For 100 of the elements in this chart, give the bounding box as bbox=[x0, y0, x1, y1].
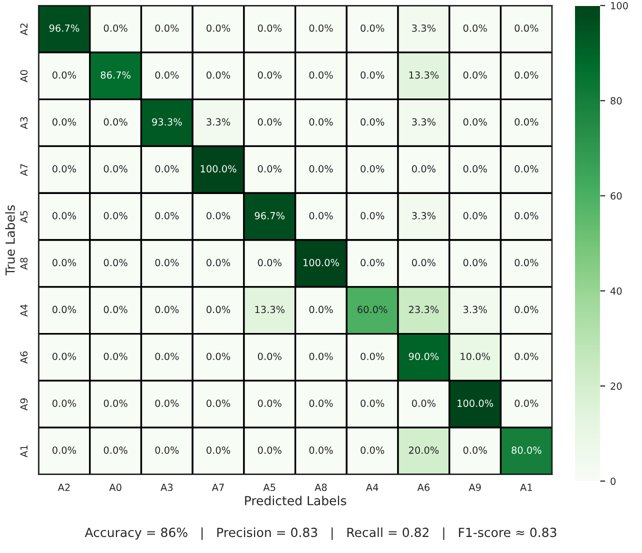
x-tick-label: A8 bbox=[314, 484, 327, 492]
data-label: 0.0% bbox=[360, 24, 384, 32]
y-tick-label: A8 bbox=[20, 258, 28, 270]
color-bar-label: 80 bbox=[610, 97, 622, 104]
data-label: 0.0% bbox=[309, 400, 333, 407]
data-label: 13.3% bbox=[409, 71, 439, 79]
data-label: 0.0% bbox=[52, 446, 76, 454]
x-tick-label: A6 bbox=[417, 484, 430, 492]
data-label: 100.0% bbox=[458, 400, 494, 407]
data-label: 0.0% bbox=[258, 71, 282, 79]
x-tick-label: A1 bbox=[520, 484, 532, 491]
y-tick-label: A1 bbox=[20, 446, 28, 458]
data-label: 3.3% bbox=[412, 24, 436, 32]
data-label: 0.0% bbox=[206, 306, 230, 314]
data-label: 0.0% bbox=[514, 258, 538, 266]
x-tick-label: A9 bbox=[468, 484, 481, 492]
data-label: 0.0% bbox=[463, 446, 487, 454]
data-label: 0.0% bbox=[463, 212, 487, 220]
data-label: 3.3% bbox=[206, 118, 230, 126]
data-label: 0.0% bbox=[155, 258, 179, 266]
data-label: 0.0% bbox=[463, 118, 487, 126]
x-tick-label: A7 bbox=[212, 484, 224, 491]
data-label: 0.0% bbox=[155, 446, 179, 454]
data-label: 0.0% bbox=[514, 118, 538, 126]
data-label: 0.0% bbox=[206, 352, 230, 360]
data-label: 0.0% bbox=[360, 71, 384, 79]
data-label: 0.0% bbox=[360, 400, 384, 407]
data-label: 0.0% bbox=[258, 446, 282, 454]
data-label: 0.0% bbox=[155, 306, 179, 314]
data-label: 0.0% bbox=[104, 212, 128, 220]
data-label: 0.0% bbox=[155, 352, 179, 360]
x-tick-label: A4 bbox=[366, 484, 378, 491]
data-label: 0.0% bbox=[52, 212, 76, 220]
color-bar-label: 20 bbox=[610, 382, 622, 390]
data-label: 0.0% bbox=[309, 71, 333, 79]
y-tick-label: A0 bbox=[20, 70, 28, 82]
y-tick-label: A5 bbox=[20, 210, 28, 223]
data-label: 0.0% bbox=[360, 446, 384, 454]
data-label: 23.3% bbox=[408, 306, 439, 314]
data-label: 0.0% bbox=[52, 258, 76, 266]
data-label: 0.0% bbox=[463, 258, 487, 266]
data-label: 0.0% bbox=[155, 400, 179, 407]
data-label: 10.0% bbox=[460, 352, 490, 360]
data-label: 0.0% bbox=[514, 306, 538, 314]
data-label: 0.0% bbox=[52, 306, 76, 314]
data-label: 0.0% bbox=[463, 71, 487, 79]
data-label: 13.3% bbox=[255, 306, 285, 314]
data-label: 0.0% bbox=[104, 24, 128, 32]
data-label: 0.0% bbox=[360, 165, 384, 172]
data-label: 0.0% bbox=[258, 400, 282, 407]
data-label: 0.0% bbox=[258, 258, 282, 266]
data-label: 0.0% bbox=[206, 24, 230, 32]
data-label: 0.0% bbox=[309, 165, 333, 172]
data-label: 0.0% bbox=[514, 352, 538, 360]
data-label: 20.0% bbox=[408, 446, 439, 454]
color-bar-label: 40 bbox=[610, 287, 622, 295]
y-tick-label: A4 bbox=[20, 304, 28, 317]
data-label: 0.0% bbox=[206, 212, 230, 220]
y-tick-label: A6 bbox=[20, 351, 28, 364]
data-label: 0.0% bbox=[514, 212, 538, 220]
data-label: 0.0% bbox=[514, 400, 538, 407]
data-label: 0.0% bbox=[206, 446, 230, 454]
data-label: 0.0% bbox=[412, 165, 436, 172]
data-label: 90.0% bbox=[408, 352, 439, 360]
data-label: 0.0% bbox=[206, 400, 230, 407]
y-tick-label: A9 bbox=[20, 398, 28, 410]
data-label: 0.0% bbox=[309, 212, 333, 220]
data-label: 0.0% bbox=[104, 165, 128, 172]
y-axis-title: True Labels bbox=[5, 205, 15, 276]
x-tick-label: A3 bbox=[160, 484, 173, 492]
data-label: 0.0% bbox=[155, 71, 179, 79]
x-tick-label: A5 bbox=[263, 484, 276, 492]
data-label: 0.0% bbox=[52, 400, 76, 407]
data-label: 0.0% bbox=[514, 71, 538, 79]
data-label: 0.0% bbox=[104, 118, 128, 126]
color-bar-label: 0 bbox=[610, 478, 616, 485]
x-tick-label: A0 bbox=[109, 484, 122, 492]
data-label: 0.0% bbox=[104, 258, 128, 266]
data-label: 3.3% bbox=[463, 306, 487, 314]
color-bar-label: 100 bbox=[611, 2, 628, 10]
data-label: 0.0% bbox=[463, 165, 487, 172]
data-label: 0.0% bbox=[309, 352, 333, 360]
data-label: 0.0% bbox=[206, 258, 230, 266]
data-label: 100.0% bbox=[200, 165, 236, 172]
data-label: 0.0% bbox=[155, 165, 179, 172]
data-label: 0.0% bbox=[412, 400, 436, 407]
data-label: 0.0% bbox=[258, 352, 282, 360]
data-label: 0.0% bbox=[309, 446, 333, 454]
data-label: 0.0% bbox=[258, 165, 282, 172]
data-label: 0.0% bbox=[104, 306, 128, 314]
data-label: 0.0% bbox=[52, 118, 76, 126]
data-label: 0.0% bbox=[258, 24, 282, 32]
x-tick-label: A2 bbox=[58, 484, 70, 491]
data-label: 0.0% bbox=[309, 24, 333, 32]
data-label: 0.0% bbox=[52, 352, 76, 360]
data-label: 0.0% bbox=[309, 306, 333, 314]
data-label: 96.7% bbox=[49, 24, 80, 32]
data-label: 100.0% bbox=[304, 258, 339, 266]
x-axis-title: Predicted Labels bbox=[245, 496, 346, 506]
data-label: 0.0% bbox=[206, 71, 230, 79]
